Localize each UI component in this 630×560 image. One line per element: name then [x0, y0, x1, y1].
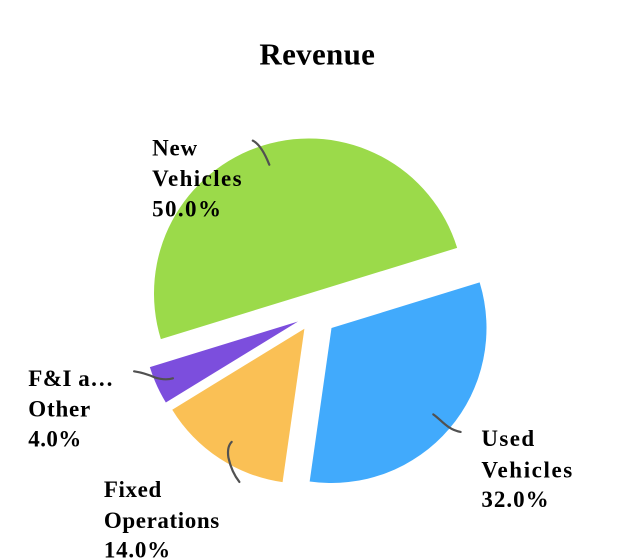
- svg-text:New: New: [152, 136, 198, 161]
- svg-text:Other: Other: [28, 397, 91, 422]
- svg-text:Vehicles: Vehicles: [481, 457, 573, 482]
- svg-text:Used: Used: [481, 426, 535, 451]
- svg-text:50.0%: 50.0%: [152, 196, 222, 221]
- svg-text:Operations: Operations: [104, 508, 220, 533]
- svg-text:4.0%: 4.0%: [28, 427, 81, 452]
- svg-text:Revenue: Revenue: [259, 37, 375, 72]
- svg-text:32.0%: 32.0%: [481, 487, 549, 512]
- svg-text:Fixed: Fixed: [104, 477, 162, 502]
- svg-text:14.0%: 14.0%: [104, 538, 171, 560]
- svg-text:Vehicles: Vehicles: [152, 166, 243, 191]
- svg-text:F&I a…: F&I a…: [28, 366, 113, 391]
